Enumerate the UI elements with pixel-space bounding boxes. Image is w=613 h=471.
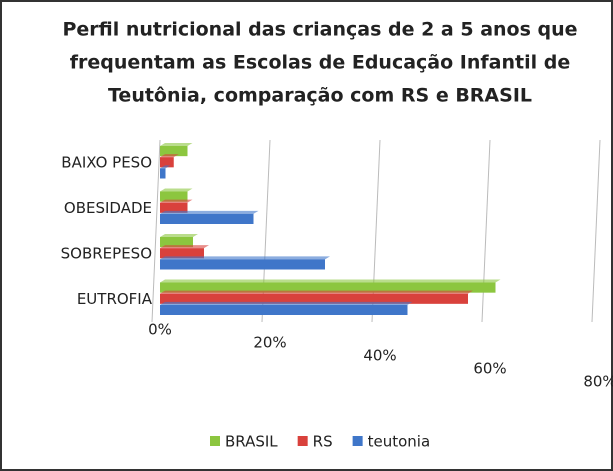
bar-top [160,234,198,237]
y-tick-label: SOBREPESO [61,244,152,262]
chart-title: frequentam as Escolas de Educação Infant… [70,52,570,74]
x-tick-label: 80% [583,373,613,391]
chart-title: Teutônia, comparação com RS e BRASIL [108,85,532,107]
y-tick-label: BAIXO PESO [61,153,152,171]
legend-label: RS [313,433,333,451]
bar-top [160,301,413,305]
bar [160,213,254,224]
bar-top [160,154,179,158]
y-tick-label: OBESIDADE [64,199,152,217]
bar [160,237,193,248]
bar-top [160,165,171,169]
legend-label: teutonia [368,433,431,451]
x-tick-label: 40% [363,347,396,365]
bar-top [160,256,330,260]
bar-top [160,143,193,146]
bar [160,282,496,293]
bar [160,146,188,157]
x-tick-label: 60% [473,360,506,378]
bar-top [160,188,193,192]
x-tick-label: 0% [148,321,172,339]
bar-top [160,199,193,203]
bar [160,157,174,168]
chart-title: Perfil nutricional das crianças de 2 a 5… [62,19,577,41]
bar-top [160,290,473,294]
legend-label: BRASIL [225,433,278,451]
x-tick-label: 20% [253,334,286,352]
grid-line [151,139,161,323]
bar [160,202,188,213]
legend-swatch [210,436,220,446]
grid-line [591,139,601,323]
bar-top [160,210,259,214]
legend-swatch [352,436,363,446]
y-tick-label: EUTROFIA [77,290,153,308]
bar [160,259,325,270]
bar [160,191,188,202]
bar [160,248,204,259]
legend-swatch [297,436,308,446]
bar [160,304,408,315]
bar-top [160,279,501,283]
bar [160,168,166,179]
bar [160,293,468,304]
bar-top [160,245,209,249]
